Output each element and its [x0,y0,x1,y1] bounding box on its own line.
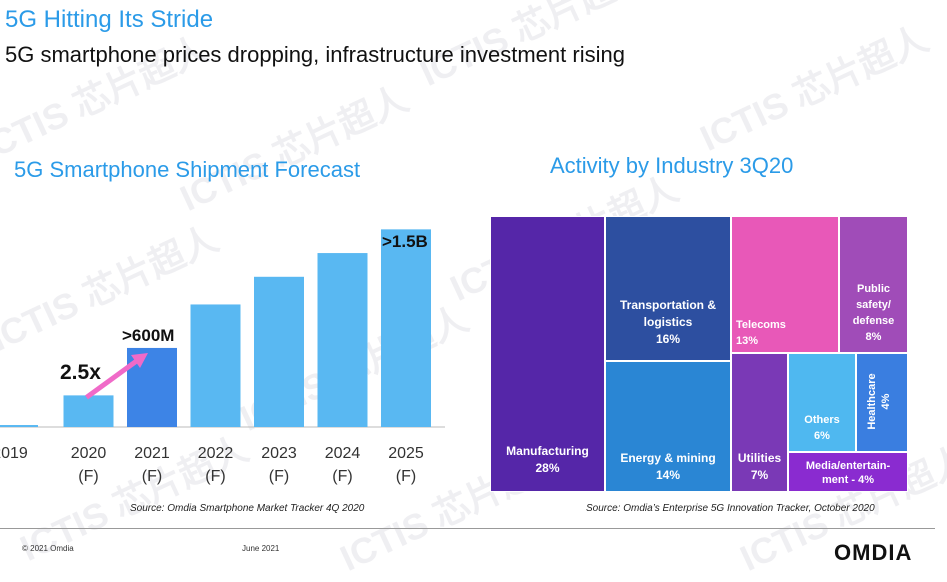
x-tick-label: 2020 [71,445,107,462]
growth-arrow [85,357,140,400]
x-tick-label: (F) [269,468,289,485]
source-note: Source: Omdia Smartphone Market Tracker … [130,503,365,514]
treemap-title: Activity by Industry 3Q20 [550,153,794,178]
x-tick-label: (F) [78,468,98,485]
annotation-growth: 2.5x [60,361,101,384]
bar [63,395,114,427]
annotation-600m: >600M [122,326,175,345]
treemap-cell-label: Telecoms 13% [736,319,786,347]
x-tick-label: (F) [142,468,162,485]
chart-title: 5G Smartphone Shipment Forecast [14,157,361,182]
x-tick-label: 2024 [325,445,361,462]
bar [254,276,304,427]
treemap-cell: Others 6% [788,353,856,452]
shipment-bar-chart: 2019 2020 (F) 2021 (F) 2022 (F) 2023 (F) 2024 (F) 2… [0,229,445,485]
x-tick-label: (F) [396,468,416,485]
treemap-cell: Healthcare 4% [856,353,908,452]
treemap-cell-label: Manufacturing 28% [506,444,589,475]
page-subtitle: 5G smartphone prices dropping, infrastru… [5,42,625,67]
x-tick-label: 2021 [134,445,170,462]
treemap-cell-label: Energy & mining 14% [620,451,716,482]
treemap-cell-label: Media/entertain- ment - 4% [805,460,891,486]
annotation-1-5b: >1.5B [382,232,428,251]
treemap-cell: Transportation & logistics 16% [605,216,731,361]
bar [0,425,38,427]
x-tick-label: 2023 [261,445,297,462]
industry-treemap: Manufacturing 28% Transportation & logist… [490,216,908,492]
treemap-cell: Manufacturing 28% [490,216,605,492]
treemap-cell-label: Healthcare 4% [866,373,892,430]
bar [317,253,368,427]
treemap-cell: Energy & mining 14% [605,361,731,492]
watermark: ICTIS 芯片超人 [173,77,415,219]
omdia-logo: OMDIA [834,540,913,565]
treemap-cell-label: Transportation & logistics 16% [619,298,716,346]
page-title: 5G Hitting Its Stride [5,6,214,33]
treemap-cell: Public safety/ defense 8% [839,216,908,353]
treemap-cell-label: Utilities 7% [737,451,782,482]
treemap-cell: Telecoms 13% [731,216,839,353]
bar [381,229,431,427]
footer-date: June 2021 [242,544,280,553]
footer-divider [0,528,935,529]
treemap-cell-label: Others 6% [804,414,840,442]
x-tick-label: (F) [332,468,352,485]
bar [190,304,241,427]
x-tick-label: 2022 [198,445,234,462]
treemap-cell-label: Public safety/ defense 8% [852,283,895,343]
watermark: ICTIS 芯片超人 [693,17,935,159]
copyright: © 2021 Omdia [22,544,74,553]
treemap-cell: Utilities 7% [731,353,788,492]
x-tick-label: 2019 [0,445,28,462]
source-note: Source: Omdia’s Enterprise 5G Innovation… [586,503,875,514]
growth-arrow-head [131,352,148,368]
treemap-cell: Media/entertain- ment - 4% [788,452,908,492]
x-tick-label: 2025 [388,445,424,462]
x-tick-label: (F) [205,468,225,485]
